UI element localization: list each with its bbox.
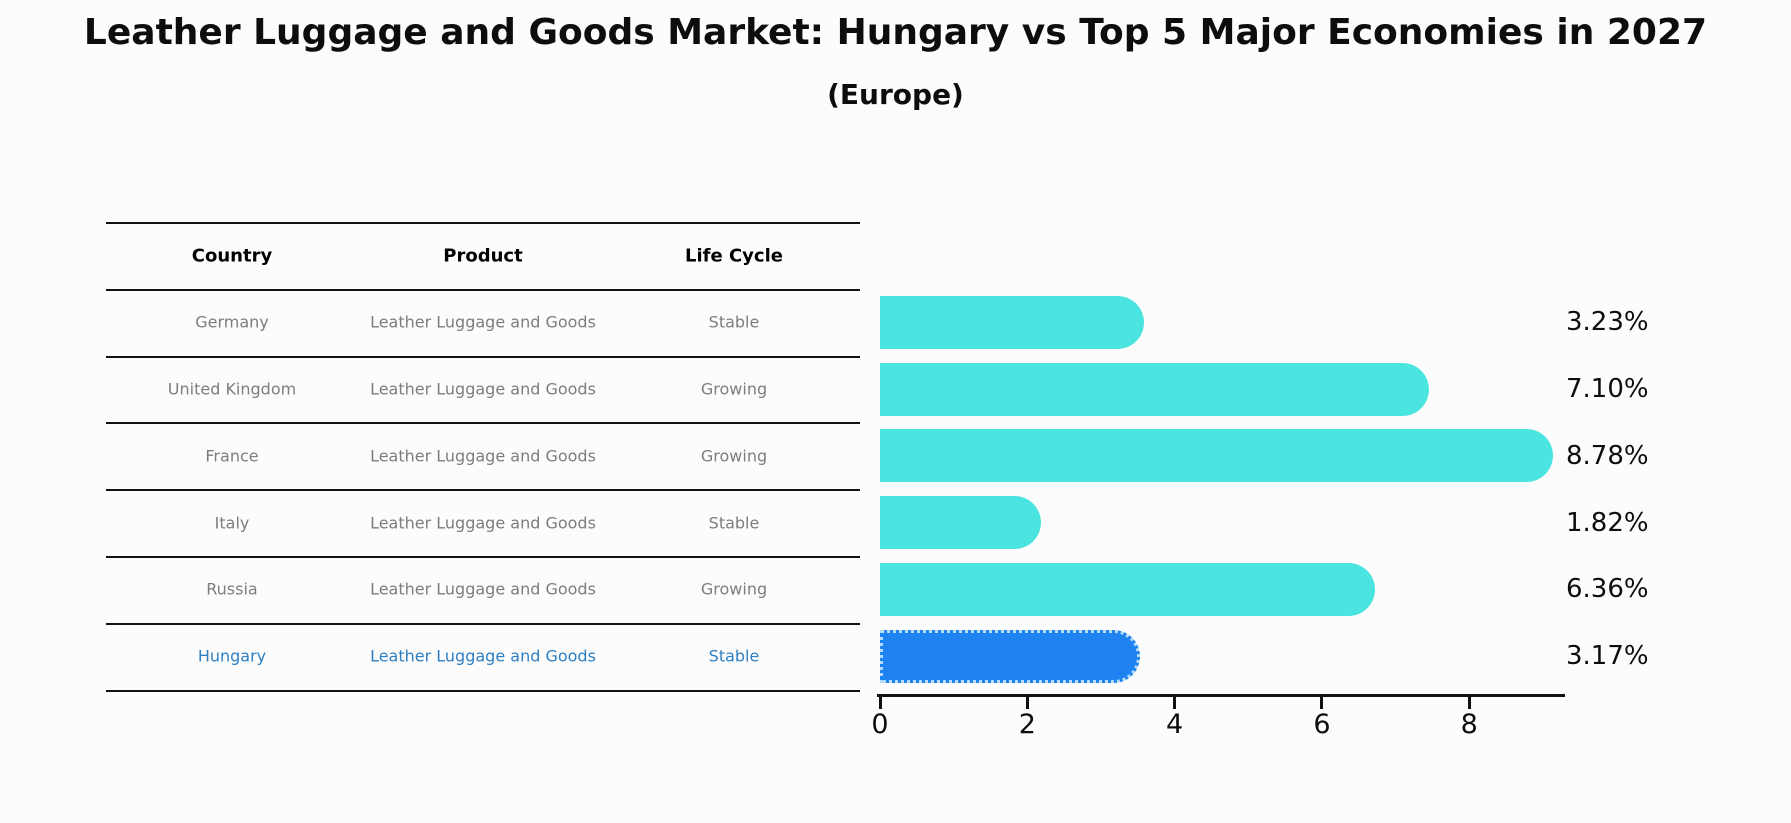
table-header-country: Country xyxy=(191,245,273,267)
bar-value-label: 7.10% xyxy=(1566,374,1649,404)
table-row-rule xyxy=(106,556,860,558)
x-axis-tick xyxy=(1025,694,1029,709)
bar xyxy=(880,295,1145,349)
bar-value-label: 6.36% xyxy=(1566,574,1649,605)
x-axis-tick-label: 2 xyxy=(1018,709,1036,740)
cell-country: Russia xyxy=(206,579,258,599)
table-top-rule xyxy=(106,222,860,224)
table-row-rule xyxy=(106,489,860,492)
cell-life-cycle: Growing xyxy=(700,379,768,399)
x-axis-tick xyxy=(1173,694,1177,709)
table-header-life-cycle: Life Cycle xyxy=(685,245,783,267)
bar-value-label: 8.78% xyxy=(1566,440,1649,471)
bar-value-label: 3.17% xyxy=(1566,641,1649,672)
cell-product: Leather Luggage and Goods xyxy=(370,646,596,666)
cell-life-cycle: Stable xyxy=(708,646,760,666)
cell-product: Leather Luggage and Goods xyxy=(370,379,596,399)
bar xyxy=(880,496,1041,550)
cell-country: Italy xyxy=(214,513,250,533)
table-row-rule xyxy=(106,355,860,358)
chart-subtitle: (Europe) xyxy=(827,78,964,111)
x-axis-tick-label: 6 xyxy=(1313,709,1331,740)
cell-country: United Kingdom xyxy=(167,379,297,399)
bar xyxy=(880,429,1554,483)
table-row-rule xyxy=(106,288,860,291)
table-row-rule xyxy=(106,689,860,692)
bar xyxy=(880,562,1375,616)
x-axis-tick xyxy=(1320,694,1324,709)
cell-product: Leather Luggage and Goods xyxy=(370,446,596,466)
table-header-product: Product xyxy=(443,245,523,267)
cell-life-cycle: Growing xyxy=(700,579,768,599)
bar-value-label: 3.23% xyxy=(1566,307,1649,338)
cell-product: Leather Luggage and Goods xyxy=(370,513,596,533)
table-row-rule xyxy=(106,422,860,425)
x-axis-tick-label: 4 xyxy=(1166,709,1184,740)
cell-life-cycle: Growing xyxy=(700,446,768,466)
x-axis-tick xyxy=(1467,694,1471,709)
cell-product: Leather Luggage and Goods xyxy=(370,312,596,332)
cell-country: Hungary xyxy=(197,646,267,666)
chart-title: Leather Luggage and Goods Market: Hungar… xyxy=(83,12,1708,53)
table-row-rule xyxy=(106,622,860,625)
x-axis-tick xyxy=(878,694,882,709)
cell-life-cycle: Stable xyxy=(708,312,760,332)
cell-country: France xyxy=(205,446,259,466)
bar-value-label: 1.82% xyxy=(1566,507,1649,538)
x-axis-tick-label: 0 xyxy=(871,709,889,740)
cell-country: Germany xyxy=(195,312,269,332)
x-axis-tick-label: 8 xyxy=(1460,709,1478,740)
x-axis-line xyxy=(877,694,1565,697)
bar xyxy=(880,362,1430,416)
cell-life-cycle: Stable xyxy=(708,513,760,533)
bar-highlight-hungary xyxy=(880,629,1140,683)
cell-product: Leather Luggage and Goods xyxy=(370,579,596,599)
